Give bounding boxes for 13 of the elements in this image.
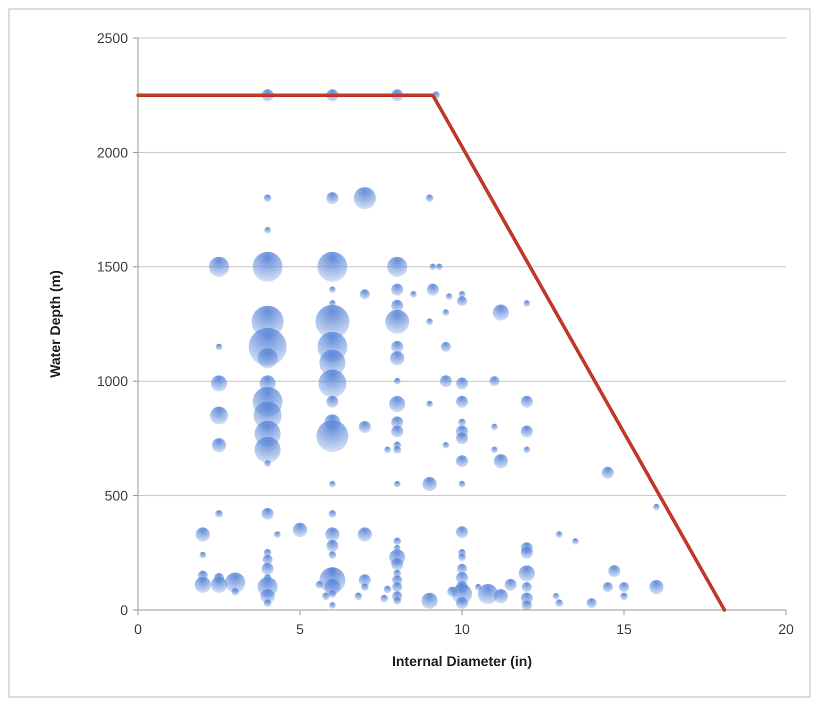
y-tick-label: 0 [120,602,128,618]
y-tick-label: 1000 [96,373,128,390]
x-tick-label: 5 [296,621,304,637]
x-tick-label: 0 [134,621,142,637]
y-tick-label: 500 [104,488,128,504]
y-tick-label: 1500 [96,258,128,275]
x-axis-title: Internal Diameter (in) [392,653,532,669]
y-tick-label: 2500 [96,30,128,46]
x-tick-label: 15 [616,621,632,637]
y-axis-title: Water Depth (m) [47,270,63,378]
x-tick-label: 10 [454,621,470,637]
x-tick-label: 20 [778,621,794,637]
y-tick-label: 2000 [96,144,128,160]
